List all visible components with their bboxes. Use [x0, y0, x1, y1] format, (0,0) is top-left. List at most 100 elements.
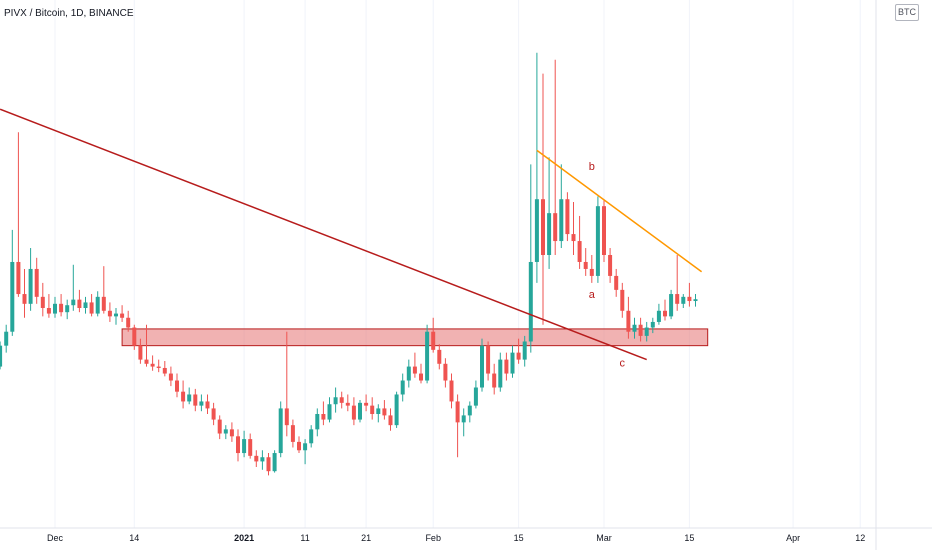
candle-body [101, 296, 106, 311]
candle-body [284, 408, 289, 426]
candle-body [437, 349, 442, 364]
candle-body [553, 213, 558, 242]
candle-body [315, 414, 320, 430]
candle-body [40, 296, 45, 308]
candle-body [376, 408, 381, 414]
candle-body [467, 405, 472, 416]
candle-body [53, 303, 57, 314]
candle-body [187, 394, 192, 402]
candle-body [480, 345, 484, 388]
candle-body [419, 373, 423, 381]
candle-body [175, 380, 179, 392]
candle-body [559, 199, 564, 242]
candle-body [242, 439, 247, 454]
candle-body [608, 255, 613, 276]
candle-body [107, 310, 112, 317]
candle-body [10, 261, 15, 332]
candle-body [431, 331, 436, 350]
candle-body [138, 345, 143, 360]
candle-body [602, 206, 606, 255]
candle-body [425, 331, 430, 381]
x-tick-label: 11 [300, 533, 309, 543]
x-tick-label: Mar [596, 533, 612, 543]
candle-body [327, 404, 332, 420]
candle-body [693, 299, 698, 302]
candle-body [656, 310, 661, 322]
candle-body [59, 303, 64, 313]
annotation-a: a [589, 289, 596, 301]
x-tick-label: Apr [786, 533, 800, 543]
candle-body [638, 324, 643, 336]
x-tick-label: Feb [425, 533, 441, 543]
x-tick-label: 12 [855, 533, 865, 543]
candle-body [4, 331, 9, 346]
candle-body [364, 402, 369, 406]
candle-body [278, 408, 283, 454]
candle-body [199, 401, 204, 406]
candle-body [266, 457, 271, 472]
candle-body [412, 366, 417, 374]
candle-body [443, 363, 448, 381]
candle-body [351, 405, 356, 420]
candle-body [28, 268, 33, 304]
candle-body [236, 436, 240, 454]
candle-body [309, 429, 314, 444]
candle-body [89, 302, 94, 314]
candle-body [589, 268, 594, 276]
candle-body [394, 394, 399, 426]
candle-body [333, 397, 338, 405]
candle-body [248, 439, 253, 456]
candle-body [223, 429, 228, 434]
candle-body [455, 401, 460, 423]
candle-body [126, 317, 131, 328]
x-tick-label: 15 [684, 533, 694, 543]
candle-body [254, 455, 259, 462]
candle-body [260, 457, 265, 462]
candle-body [382, 408, 387, 416]
trendlines-layer [0, 108, 703, 361]
candle-body [168, 373, 173, 381]
candle-body [0, 345, 3, 367]
candle-body [229, 429, 234, 437]
candle-body [290, 425, 295, 442]
x-tick-label: 2021 [234, 533, 254, 543]
candle-body [339, 397, 344, 403]
candle-body [193, 394, 198, 406]
x-tick-label: 15 [514, 533, 524, 543]
candle-body [65, 305, 70, 313]
grid-lines [54, 0, 861, 528]
candle-body [95, 296, 100, 314]
candle-body [83, 302, 88, 308]
candle-body [614, 275, 619, 290]
candle-body [370, 405, 375, 414]
chart-title: PIVX / Bitcoin, 1D, BINANCE [4, 8, 134, 19]
support-zone-layer [121, 328, 709, 347]
candle-body [303, 443, 308, 451]
candle-body [504, 359, 509, 374]
candle-body [358, 402, 362, 420]
candle-body [217, 419, 222, 434]
annotation-b: b [589, 161, 595, 173]
candle-body [650, 321, 655, 328]
candle-body [492, 373, 497, 388]
candle-body [461, 415, 466, 423]
candle-body [541, 199, 545, 255]
annotations-layer: b a c [589, 161, 626, 370]
candle-body [486, 345, 491, 374]
candle-body [681, 296, 686, 304]
candle-body [120, 313, 125, 318]
time-axis[interactable]: Dec1420211121Feb15Mar15Apr12Ma [47, 533, 932, 543]
candle-body [675, 294, 680, 304]
candles-layer [0, 52, 698, 476]
candle-body [388, 415, 393, 426]
candle-body [547, 213, 552, 255]
x-tick-label: 21 [361, 533, 371, 543]
bc-resistance [536, 149, 703, 273]
currency-badge[interactable]: BTC [895, 4, 919, 21]
candle-body [321, 414, 326, 420]
candle-body [632, 324, 637, 332]
candle-body [114, 313, 118, 317]
candle-body [22, 294, 27, 304]
candle-body [510, 352, 515, 374]
